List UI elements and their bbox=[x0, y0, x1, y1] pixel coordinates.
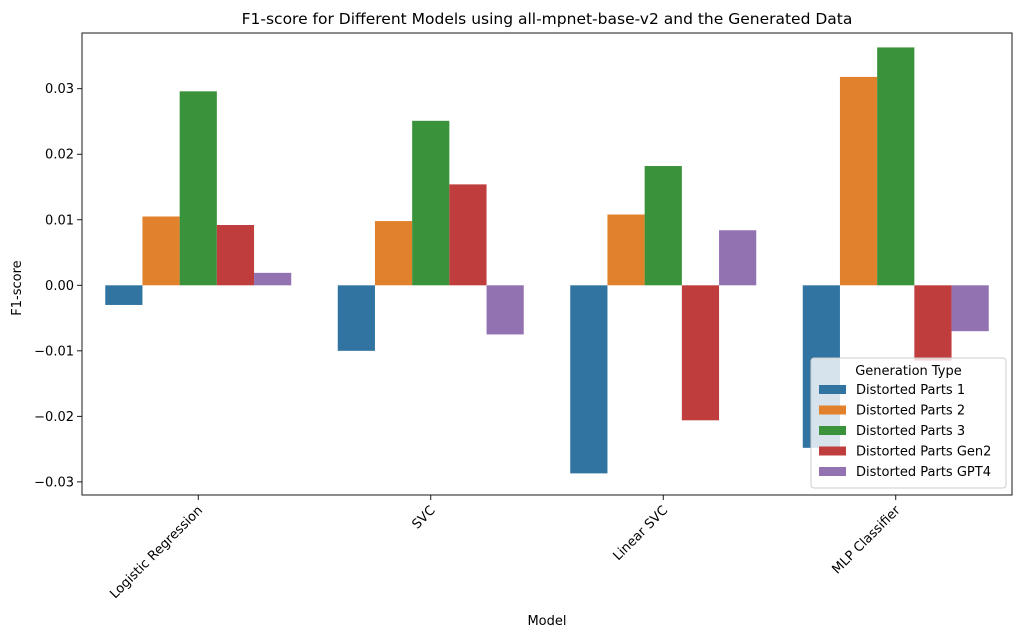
bar-distorted-parts-gpt4-3 bbox=[951, 285, 989, 332]
plot-frame bbox=[81, 32, 1013, 496]
bar-distorted-parts-3-2 bbox=[644, 166, 682, 286]
y-tick-label: 0.01 bbox=[45, 213, 74, 228]
y-axis-label: F1-score bbox=[10, 260, 25, 315]
legend-label: Distorted Parts 2 bbox=[856, 404, 965, 419]
legend-label: Distorted Parts 1 bbox=[856, 383, 965, 398]
bar-distorted-parts-1-1 bbox=[337, 285, 375, 351]
legend-swatch bbox=[819, 467, 846, 476]
bar-distorted-parts-2-3 bbox=[839, 76, 878, 286]
chart-title: F1-score for Different Models using all-… bbox=[242, 10, 853, 28]
y-tick-label: 0.02 bbox=[45, 148, 74, 163]
bar-distorted-parts-3-1 bbox=[412, 120, 450, 286]
legend-swatch bbox=[819, 405, 846, 415]
y-tick-label: −0.03 bbox=[34, 475, 74, 490]
legend: Generation Type Distorted Parts 1 Distorte… bbox=[810, 357, 1007, 489]
legend-label: Distorted Parts 3 bbox=[856, 424, 965, 439]
x-tick-label: MLP Classifier bbox=[829, 503, 904, 578]
bar-distorted-parts-2-2 bbox=[607, 214, 645, 286]
bar-distorted-parts-gpt4-2 bbox=[719, 230, 757, 286]
bar-distorted-parts-1-0 bbox=[105, 285, 143, 305]
bar-distorted-parts-2-0 bbox=[142, 216, 180, 286]
bar-distorted-parts-1-2 bbox=[570, 285, 608, 474]
legend-box bbox=[810, 357, 1007, 489]
x-axis: Logistic Regression SVC Linear SVC MLP Clas… bbox=[107, 495, 904, 602]
legend-swatch bbox=[819, 385, 846, 394]
bar-distorted-parts-gen2-0 bbox=[216, 225, 255, 286]
bar-distorted-parts-gen2-1 bbox=[449, 184, 487, 286]
legend-title: Generation Type bbox=[855, 364, 962, 379]
y-axis: −0.03 −0.02 −0.01 0.00 0.01 0.02 0.03 bbox=[34, 82, 82, 490]
y-tick-label: −0.02 bbox=[34, 410, 74, 425]
bar-distorted-parts-gpt4-0 bbox=[254, 272, 292, 286]
x-tick-label: Linear SVC bbox=[610, 503, 671, 564]
bars-layer bbox=[105, 47, 989, 474]
bar-distorted-parts-3-0 bbox=[179, 91, 217, 286]
legend-swatch bbox=[819, 446, 846, 456]
x-tick-label: SVC bbox=[409, 503, 438, 532]
y-tick-label: −0.01 bbox=[34, 344, 74, 359]
legend-swatch bbox=[819, 426, 846, 435]
bar-distorted-parts-gpt4-1 bbox=[486, 285, 524, 335]
x-axis-label: Model bbox=[527, 614, 566, 629]
bar-distorted-parts-gen2-2 bbox=[681, 285, 720, 421]
y-tick-label: 0.03 bbox=[45, 82, 74, 97]
legend-label: Distorted Parts Gen2 bbox=[856, 445, 991, 460]
bar-distorted-parts-3-3 bbox=[877, 47, 915, 286]
x-tick-label: Logistic Regression bbox=[107, 503, 206, 602]
y-tick-label: 0.00 bbox=[45, 279, 74, 294]
bar-distorted-parts-2-1 bbox=[374, 221, 413, 286]
legend-label: Distorted Parts GPT4 bbox=[856, 465, 991, 480]
bar-distorted-parts-gen2-3 bbox=[914, 285, 952, 361]
